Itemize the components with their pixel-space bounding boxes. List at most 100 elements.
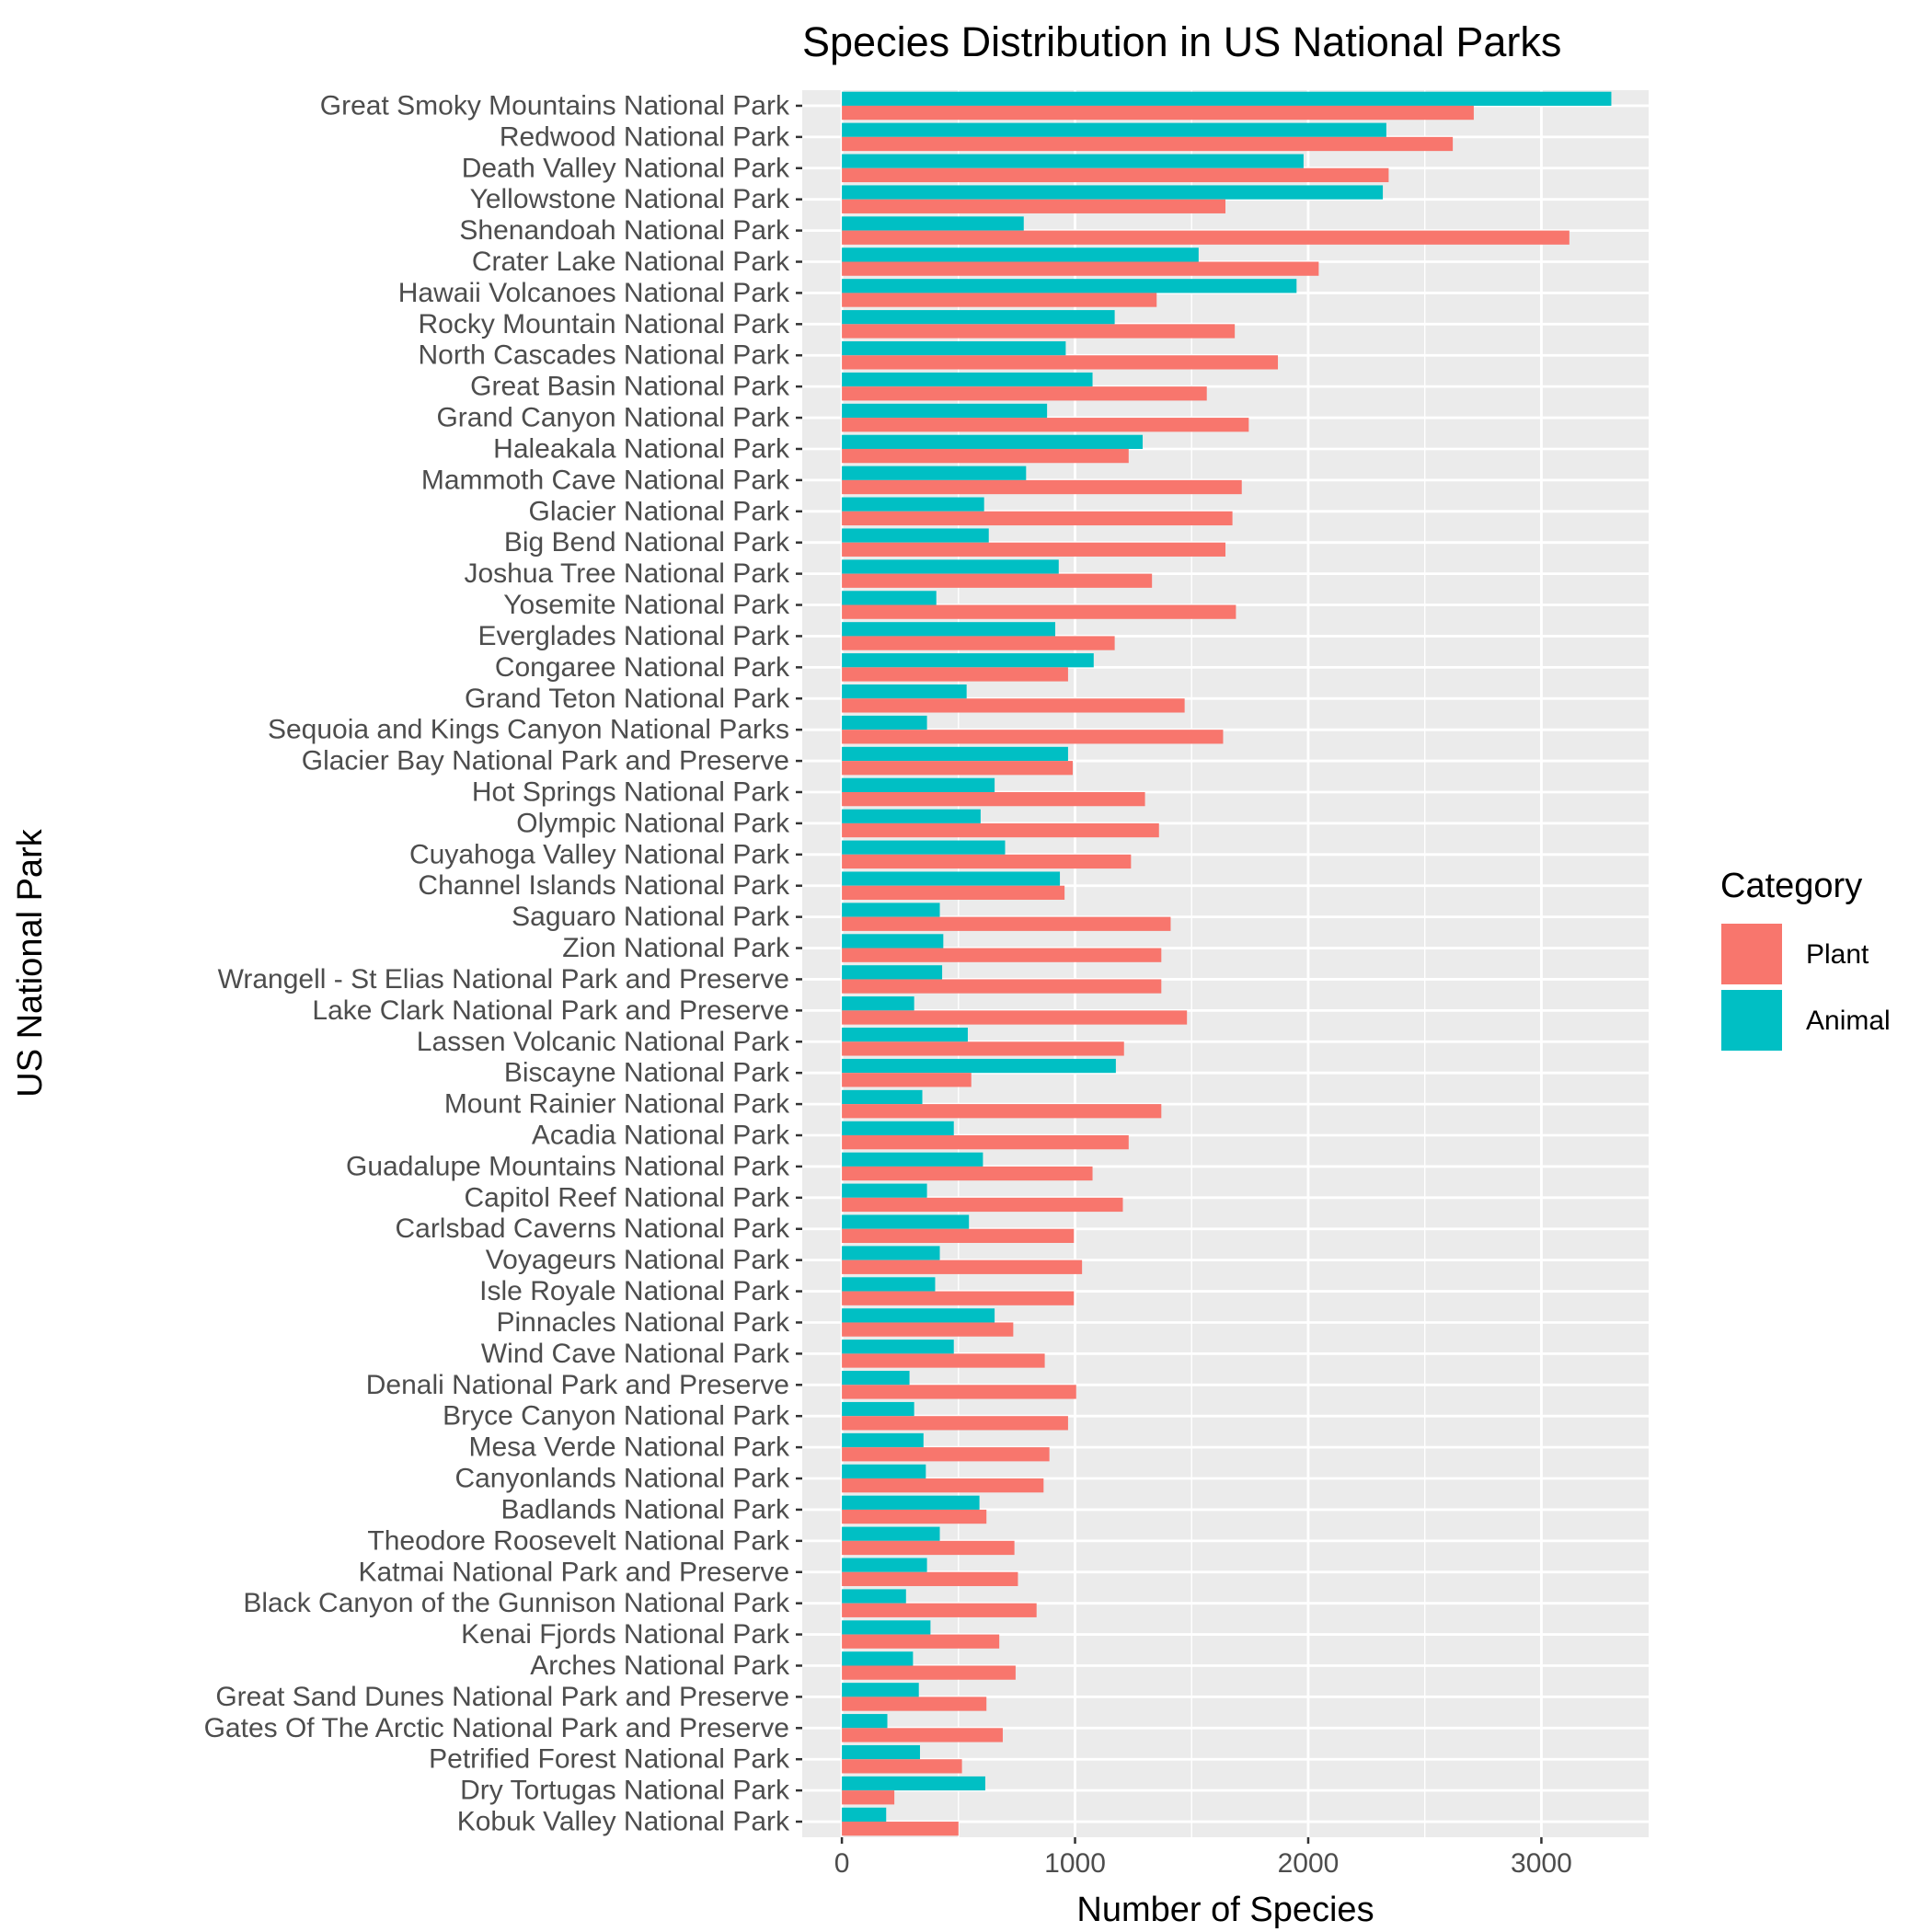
bar-animal bbox=[842, 1558, 927, 1572]
bar-plant bbox=[842, 636, 1115, 650]
bar-plant bbox=[842, 1665, 1016, 1680]
bar-animal bbox=[842, 247, 1199, 262]
bar-animal bbox=[842, 777, 995, 792]
y-tick-label: Redwood National Park bbox=[500, 121, 790, 152]
bar-animal bbox=[842, 934, 944, 949]
y-tick-label: Lassen Volcanic National Park bbox=[417, 1027, 790, 1057]
bar-animal bbox=[842, 871, 1061, 886]
bar-animal bbox=[842, 1776, 985, 1791]
y-tick-label: Glacier National Park bbox=[529, 496, 790, 526]
bar-animal bbox=[842, 559, 1059, 574]
legend-label-animal: Animal bbox=[1806, 1006, 1891, 1036]
bar-animal bbox=[842, 1683, 919, 1697]
x-tick-label: 1000 bbox=[1044, 1848, 1106, 1879]
y-tick-label: Capitol Reef National Park bbox=[464, 1182, 790, 1213]
y-tick-label: Saguaro National Park bbox=[512, 902, 790, 932]
x-tick-label: 3000 bbox=[1511, 1848, 1572, 1879]
bar-animal bbox=[842, 1028, 968, 1042]
y-tick-label: Denali National Park and Preserve bbox=[366, 1370, 789, 1400]
bar-plant bbox=[842, 1509, 987, 1524]
bar-animal bbox=[842, 809, 981, 823]
x-tick-label: 2000 bbox=[1278, 1848, 1340, 1879]
bar-animal bbox=[842, 279, 1297, 293]
bar-plant bbox=[842, 698, 1185, 713]
bar-animal bbox=[842, 434, 1144, 449]
bar-animal bbox=[842, 591, 937, 605]
bar-plant bbox=[842, 511, 1233, 526]
y-tick-label: Congaree National Park bbox=[495, 652, 790, 683]
y-tick-label: Canyonlands National Park bbox=[454, 1464, 790, 1494]
y-tick-label: Haleakala National Park bbox=[493, 433, 790, 464]
y-tick-label: Pinnacles National Park bbox=[496, 1307, 790, 1338]
bar-animal bbox=[842, 1651, 914, 1666]
y-tick-label: North Cascades National Park bbox=[418, 340, 790, 371]
bar-animal bbox=[842, 1214, 970, 1229]
y-tick-label: Wind Cave National Park bbox=[481, 1339, 790, 1369]
bar-animal bbox=[842, 1620, 931, 1635]
y-axis: Great Smoky Mountains National ParkRedwo… bbox=[204, 90, 802, 1837]
bar-animal bbox=[842, 528, 989, 543]
y-tick-label: Biscayne National Park bbox=[504, 1058, 790, 1088]
legend: Category Plant Animal bbox=[1720, 867, 1891, 1051]
y-tick-label: Yellowstone National Park bbox=[470, 184, 790, 214]
bar-plant bbox=[842, 230, 1570, 245]
bar-plant bbox=[842, 1728, 1003, 1742]
bar-animal bbox=[842, 1744, 920, 1760]
bar-plant bbox=[842, 916, 1171, 931]
bar-animal bbox=[842, 653, 1094, 668]
y-tick-label: Theodore Roosevelt National Park bbox=[367, 1525, 790, 1556]
y-tick-label: Petrified Forest National Park bbox=[429, 1744, 790, 1775]
bar-animal bbox=[842, 746, 1068, 762]
bar-animal bbox=[842, 684, 967, 699]
bar-animal bbox=[842, 466, 1027, 480]
bar-animal bbox=[842, 1401, 914, 1417]
bar-animal bbox=[842, 372, 1093, 387]
bar-plant bbox=[842, 1135, 1129, 1150]
y-tick-label: Voyageurs National Park bbox=[486, 1245, 790, 1275]
bar-animal bbox=[842, 840, 1006, 855]
legend-key-plant bbox=[1721, 924, 1782, 984]
bar-plant bbox=[842, 1353, 1045, 1368]
bar-plant bbox=[842, 667, 1068, 682]
y-tick-label: Kobuk Valley National Park bbox=[457, 1807, 790, 1837]
bar-plant bbox=[842, 1447, 1050, 1462]
y-tick-label: Grand Canyon National Park bbox=[436, 403, 790, 433]
bar-plant bbox=[842, 1696, 987, 1711]
bar-animal bbox=[842, 1714, 888, 1729]
y-tick-label: Kenai Fjords National Park bbox=[461, 1619, 790, 1650]
bar-plant bbox=[842, 324, 1236, 339]
y-tick-label: Sequoia and Kings Canyon National Parks bbox=[268, 715, 789, 745]
bar-plant bbox=[842, 885, 1065, 900]
bar-animal bbox=[842, 1277, 936, 1292]
bar-animal bbox=[842, 1432, 924, 1448]
bar-plant bbox=[842, 979, 1162, 994]
bar-plant bbox=[842, 1416, 1068, 1431]
bar-plant bbox=[842, 761, 1073, 776]
bar-plant bbox=[842, 1041, 1124, 1056]
bar-animal bbox=[842, 1589, 906, 1604]
y-tick-label: Dry Tortugas National Park bbox=[460, 1776, 790, 1806]
y-tick-label: Zion National Park bbox=[562, 933, 790, 963]
bar-animal bbox=[842, 1371, 910, 1386]
y-tick-label: Carlsbad Caverns National Park bbox=[395, 1213, 790, 1244]
bar-plant bbox=[842, 1259, 1083, 1274]
y-tick-label: Badlands National Park bbox=[500, 1494, 790, 1524]
bar-animal bbox=[842, 1152, 983, 1167]
y-tick-label: Hot Springs National Park bbox=[472, 776, 790, 807]
y-tick-label: Big Bend National Park bbox=[504, 527, 790, 558]
bar-plant bbox=[842, 1822, 959, 1836]
bar-plant bbox=[842, 1478, 1044, 1493]
bar-plant bbox=[842, 542, 1225, 557]
y-tick-label: Crater Lake National Park bbox=[472, 247, 790, 277]
y-tick-label: Arches National Park bbox=[530, 1650, 790, 1681]
bar-plant bbox=[842, 1790, 895, 1805]
bar-plant bbox=[842, 1291, 1075, 1305]
bar-plant bbox=[842, 261, 1319, 276]
bar-animal bbox=[842, 1526, 940, 1541]
bar-plant bbox=[842, 199, 1225, 213]
bar-animal bbox=[842, 1495, 980, 1510]
bar-animal bbox=[842, 122, 1386, 137]
bar-animal bbox=[842, 622, 1055, 637]
bar-animal bbox=[842, 185, 1384, 200]
bar-plant bbox=[842, 948, 1162, 962]
